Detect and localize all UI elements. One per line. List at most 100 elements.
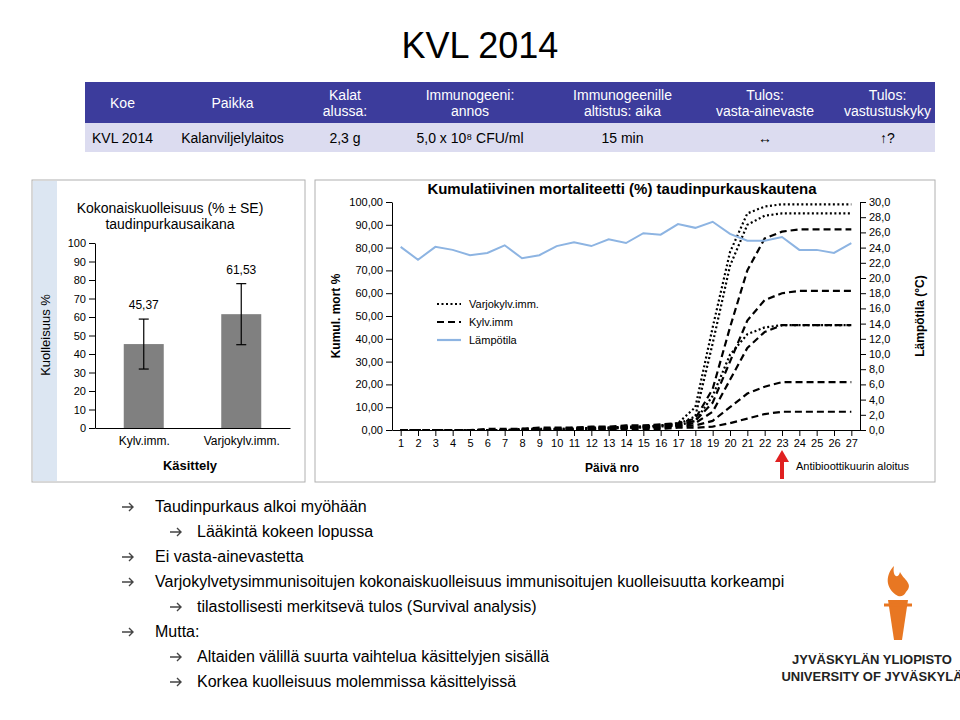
tick-label: 14,0 (869, 318, 890, 330)
tick-label: 2 (415, 437, 421, 449)
tick-mark (89, 336, 95, 337)
tick-label: 11 (569, 437, 580, 449)
tick-label: 50 (74, 330, 86, 342)
tick: 100 (68, 237, 95, 249)
tick-mark (386, 248, 392, 249)
annotation-arrow (775, 450, 789, 479)
legend-swatch (437, 303, 461, 305)
tick-label: 50,00 (355, 310, 383, 322)
tick-label: 40 (74, 348, 86, 360)
chart-title: Kumulatiivinen mortaliteetti (%) taudinp… (427, 180, 817, 197)
tick-label: 1 (398, 437, 404, 449)
tick-mark (860, 248, 866, 249)
tick: 12,0 (860, 333, 890, 345)
tick: 2 (415, 430, 421, 449)
tick-label: 6 (485, 437, 491, 449)
table-cell: ↔ (758, 130, 772, 146)
tick-mark (851, 430, 852, 436)
y-axis-title: Kuolleisuus % (38, 294, 53, 376)
table-header-bg (85, 82, 935, 123)
series-line (401, 229, 852, 430)
tick-mark (860, 415, 866, 416)
series-line (401, 213, 852, 430)
tick-label: 24,0 (869, 242, 890, 254)
tick-label: 14 (620, 437, 632, 449)
tick-label: 18 (690, 437, 702, 449)
tick-label: 22,0 (869, 257, 890, 269)
tick-mark (730, 430, 731, 436)
tick-label: 10,00 (355, 401, 383, 413)
bullet-marker (170, 528, 181, 536)
tick: 20 (74, 385, 95, 397)
tick: 22,0 (860, 257, 890, 269)
tick-mark (643, 430, 644, 436)
chart-title: taudinpurkausaikana (105, 216, 234, 232)
tick-mark (860, 308, 866, 309)
tick-mark (860, 202, 866, 203)
tick-label: 16,0 (869, 302, 890, 314)
table-header-cell: Koe (110, 95, 135, 111)
tick: 10 (551, 430, 563, 449)
line-chart: 0,0010,0020,0030,0040,0050,0060,0070,008… (315, 180, 935, 482)
y2-axis: 0,02,04,06,08,010,012,014,016,018,020,02… (860, 196, 890, 436)
tick-label: 27 (846, 437, 858, 449)
tick: 19 (707, 430, 719, 449)
y2-axis-title: Lämpötila (°C) (913, 275, 927, 356)
tick: 0,00 (362, 424, 392, 436)
tick-label: 20 (74, 385, 86, 397)
tick: 8,0 (860, 363, 884, 375)
label-strip (33, 181, 57, 481)
table-header-cell: Tulos: (746, 87, 784, 103)
tick: 100,00 (349, 196, 392, 208)
tick: 80,00 (355, 242, 392, 254)
tick: 0 (80, 422, 95, 434)
tick-label: 10,0 (869, 348, 890, 360)
legend-label: Lämpötila (469, 334, 518, 346)
tick-mark (386, 362, 392, 363)
tick-mark (89, 299, 95, 300)
tick: 20 (724, 430, 736, 449)
bullet-subtext: tilastollisesti merkitsevä tulos (Surviv… (197, 598, 537, 615)
axis-line (95, 244, 96, 429)
tick-label: 90 (74, 256, 86, 268)
tick: 80 (74, 274, 95, 286)
bullet-text: Mutta: (155, 623, 199, 640)
error-bar-part (143, 319, 144, 369)
tick-mark (386, 225, 392, 226)
bullet-list: Taudinpurkaus alkoi myöhäänLääkintä koke… (122, 498, 784, 690)
tick: 40 (74, 348, 95, 360)
tick-mark (386, 430, 392, 431)
tick-mark (860, 263, 866, 264)
tick-mark (765, 430, 766, 436)
line-marks (401, 204, 852, 430)
tick-mark (89, 280, 95, 281)
legend: Varjokylv.imm.Kylv.immLämpötila (437, 298, 539, 346)
legend-label: Varjokylv.imm. (469, 298, 539, 310)
series-line (401, 204, 852, 430)
tick: 10 (74, 404, 95, 416)
tick: 16,0 (860, 302, 890, 314)
tick: 30 (74, 367, 95, 379)
tick: 50,00 (355, 310, 392, 322)
table-header-cell: Paikka (211, 95, 253, 111)
tick-mark (860, 384, 866, 385)
table-header-cell: Immunogeenille (573, 87, 672, 103)
x-axis: 1234567891011121314151617181920212223242… (393, 430, 861, 449)
data-label: 61,53 (226, 263, 256, 277)
tick-mark (89, 262, 95, 263)
error-bar-part (236, 283, 246, 284)
logo-text: UNIVERSITY OF JYVÄSKYLÄ (781, 669, 960, 684)
table-cell: ↑? (880, 130, 895, 146)
tick-mark (386, 270, 392, 271)
tick-mark (834, 430, 835, 436)
tick: 27 (846, 430, 858, 449)
tick-mark (860, 400, 866, 401)
tick-mark (453, 430, 454, 436)
tick: 10,00 (355, 401, 392, 413)
tick: 23 (776, 430, 788, 449)
tick-mark (89, 428, 95, 429)
tick-label: 0,0 (869, 424, 884, 436)
tick-label: 8 (519, 437, 525, 449)
tick: 4,0 (860, 394, 884, 406)
tick-mark (89, 391, 95, 392)
